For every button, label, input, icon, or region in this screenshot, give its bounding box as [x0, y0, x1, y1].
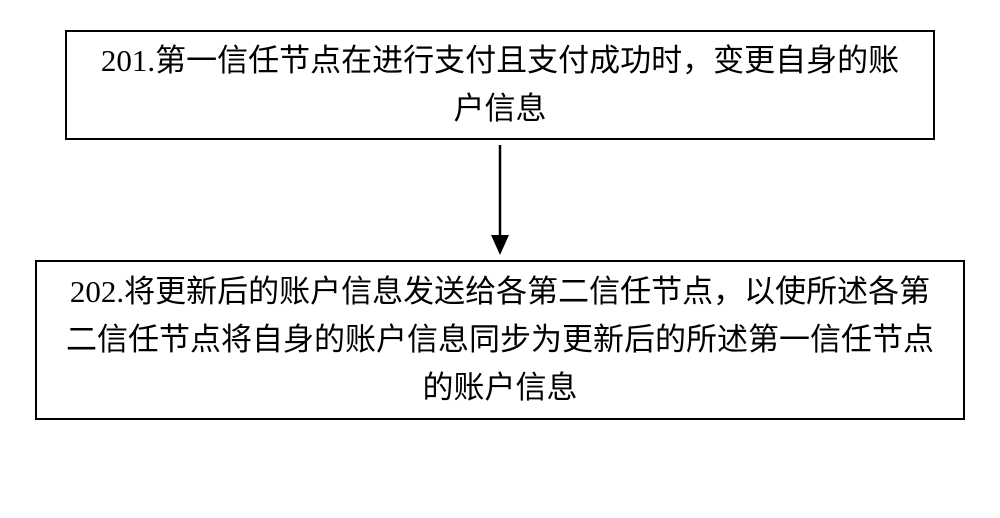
arrow-down-icon	[485, 140, 515, 260]
flowchart-node-202: 202.将更新后的账户信息发送给各第二信任节点，以使所述各第二信任节点将自身的账…	[35, 260, 965, 420]
flowchart-node-201: 201.第一信任节点在进行支付且支付成功时，变更自身的账户信息	[65, 30, 935, 140]
node-202-text: 202.将更新后的账户信息发送给各第二信任节点，以使所述各第二信任节点将自身的账…	[57, 268, 943, 412]
flowchart-arrow	[485, 140, 515, 260]
node-201-text: 201.第一信任节点在进行支付且支付成功时，变更自身的账户信息	[87, 37, 913, 133]
